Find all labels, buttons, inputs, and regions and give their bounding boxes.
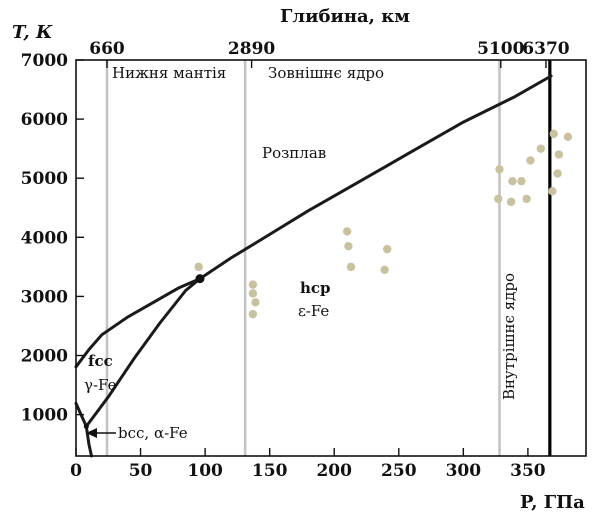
depth-tick-label-5100: 5100 xyxy=(477,39,524,59)
bcc-hcp-boundary-line xyxy=(84,424,93,458)
y-axis-title: T, К xyxy=(12,22,53,43)
scatter-point-9 xyxy=(382,244,392,254)
scatter-point-13 xyxy=(508,176,517,186)
scatter-point-21 xyxy=(553,169,562,178)
scatter-point-10 xyxy=(380,265,389,275)
y-tick-label-6000: 6000 xyxy=(21,110,68,130)
y-tick-label-3000: 3000 xyxy=(21,287,68,307)
label-outer-core: Зовнішнє ядро xyxy=(268,64,384,82)
scatter-point-17 xyxy=(526,156,535,165)
bcc-pointer-arrow xyxy=(86,428,116,438)
region-boundaries xyxy=(105,60,552,456)
label-lower-mantle: Нижня мантія xyxy=(112,64,226,82)
triple-points xyxy=(83,274,205,429)
x-tick-label-250: 250 xyxy=(381,461,417,481)
label-inner-core: Внутрішнє ядро xyxy=(500,273,518,400)
scatter-point-16 xyxy=(522,194,531,204)
scatter-point-19 xyxy=(549,129,558,139)
top-axis-title: Глибина, км xyxy=(280,6,410,27)
x-tick-label-300: 300 xyxy=(446,461,482,481)
x-tick-label-350: 350 xyxy=(510,461,546,481)
melting-curve-line xyxy=(74,74,553,369)
scatter-point-15 xyxy=(517,176,526,186)
y-tick-label-2000: 2000 xyxy=(21,347,68,367)
scatter-point-4 xyxy=(251,298,260,307)
axis-ticks: 0 50 100 150 200 250 300 350 1000 2000 3000 4000 500… xyxy=(21,39,570,481)
label-hcp: hcp xyxy=(300,279,331,297)
depth-tick-label-660: 660 xyxy=(89,39,125,59)
x-tick-label-0: 0 xyxy=(70,461,82,481)
scatter-point-20 xyxy=(554,150,564,159)
depth-tick-label-6370: 6370 xyxy=(522,39,569,59)
x-axis-title: P, ГПа xyxy=(520,492,585,513)
scatter-point-5 xyxy=(248,309,258,319)
y-tick-label-7000: 7000 xyxy=(21,51,68,71)
y-tick-label-1000: 1000 xyxy=(21,406,68,426)
triple-point-2 xyxy=(83,423,89,429)
experimental-points xyxy=(194,129,573,319)
x-tick-label-100: 100 xyxy=(187,461,223,481)
phase-curves xyxy=(74,74,553,458)
scatter-point-7 xyxy=(344,241,353,251)
plot-frame xyxy=(75,59,587,457)
scatter-point-8 xyxy=(346,262,356,272)
scatter-point-2 xyxy=(248,280,258,289)
scatter-point-3 xyxy=(248,289,258,298)
scatter-point-6 xyxy=(342,227,352,236)
y-tick-label-5000: 5000 xyxy=(21,169,68,189)
label-epsilon-fe: ε-Fe xyxy=(298,302,329,320)
label-bcc-alpha-fe: bcc, α-Fe xyxy=(118,424,188,442)
scatter-point-12 xyxy=(494,194,503,204)
x-tick-label-200: 200 xyxy=(316,461,352,481)
scatter-point-1 xyxy=(194,262,203,272)
x-tick-label-150: 150 xyxy=(252,461,288,481)
y-tick-label-4000: 4000 xyxy=(21,228,68,248)
scatter-point-23 xyxy=(563,132,573,142)
label-gamma-fe: γ-Fe xyxy=(84,376,117,394)
scatter-point-14 xyxy=(506,197,516,207)
label-fcc: fcc xyxy=(88,352,113,370)
scatter-point-22 xyxy=(548,187,557,196)
fcc-hcp-boundary-line xyxy=(84,277,202,428)
label-melt: Розплав xyxy=(262,144,326,162)
scatter-point-18 xyxy=(536,144,546,153)
triple-point-1 xyxy=(195,274,205,284)
depth-tick-label-2890: 2890 xyxy=(228,39,275,59)
x-tick-label-50: 50 xyxy=(129,461,153,481)
scatter-point-11 xyxy=(495,165,504,174)
